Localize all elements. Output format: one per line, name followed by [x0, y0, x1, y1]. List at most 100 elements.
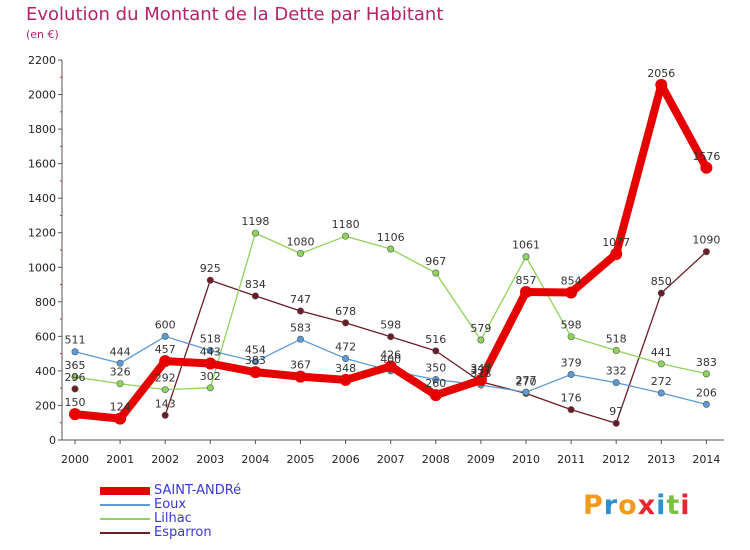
y-tick-label: 800	[35, 296, 56, 309]
data-point	[612, 419, 620, 427]
data-label: 600	[155, 318, 176, 331]
x-tick-label: 2003	[196, 453, 224, 466]
data-label: 326	[110, 366, 131, 379]
data-point	[342, 232, 350, 240]
y-tick-label: 2200	[28, 54, 56, 67]
data-label: 277	[516, 374, 537, 387]
data-label: 347	[470, 362, 491, 375]
legend-swatch	[100, 487, 150, 495]
data-point	[612, 347, 620, 355]
data-label: 302	[200, 370, 221, 383]
data-label: 854	[561, 274, 582, 287]
logo-letter: o	[618, 490, 638, 521]
data-point	[159, 355, 172, 368]
data-label: 348	[335, 362, 356, 375]
data-label: 583	[290, 321, 311, 334]
data-label: 678	[335, 305, 356, 318]
data-point	[71, 348, 79, 356]
y-tick-label: 1400	[28, 192, 56, 205]
data-label: 1180	[332, 218, 360, 231]
data-point	[296, 249, 304, 257]
data-label: 97	[609, 405, 623, 418]
data-point	[296, 335, 304, 343]
data-point	[296, 307, 304, 315]
data-label: 967	[425, 255, 446, 268]
x-tick-label: 2001	[106, 453, 134, 466]
legend-swatch	[100, 504, 150, 506]
data-label: 443	[200, 345, 221, 358]
data-label: 454	[245, 344, 266, 357]
x-tick-label: 2002	[151, 453, 179, 466]
series-lilhac	[71, 229, 710, 394]
logo-letter: P	[583, 490, 604, 521]
data-point	[565, 286, 578, 299]
y-tick-label: 400	[35, 365, 56, 378]
data-label: 1106	[377, 231, 405, 244]
chart-subtitle: (en €)	[26, 28, 59, 41]
data-label: 857	[516, 274, 537, 287]
data-label: 2056	[647, 67, 675, 80]
legend-item-saint-andre: SAINT-ANDRé	[100, 484, 300, 498]
data-label: 1061	[512, 239, 540, 252]
legend: SAINT-ANDRé Eoux Lilhac Esparron	[100, 484, 300, 540]
data-point	[206, 347, 214, 355]
data-label: 379	[561, 357, 582, 370]
data-label: 516	[425, 333, 446, 346]
y-tick-label: 0	[49, 434, 56, 447]
legend-label: Eoux	[154, 497, 187, 512]
data-label: 383	[245, 354, 266, 367]
y-tick-label: 1800	[28, 123, 56, 136]
legend-swatch	[100, 518, 150, 520]
data-label: 383	[696, 356, 717, 369]
data-point	[387, 245, 395, 253]
data-point	[116, 380, 124, 388]
data-point	[429, 389, 442, 402]
data-point	[206, 384, 214, 392]
y-tick-label: 1000	[28, 261, 56, 274]
x-tick-label: 2000	[61, 453, 89, 466]
x-tick-label: 2010	[512, 453, 540, 466]
data-label: 176	[561, 392, 582, 405]
data-label: 834	[245, 278, 266, 291]
data-point	[657, 360, 665, 368]
data-point	[116, 359, 124, 367]
x-tick-label: 2014	[692, 453, 720, 466]
data-point	[249, 366, 262, 379]
logo-letter: x	[637, 490, 657, 521]
y-tick-label: 2000	[28, 89, 56, 102]
data-point	[251, 292, 259, 300]
x-tick-label: 2011	[557, 453, 585, 466]
data-label: 143	[155, 397, 176, 410]
data-point	[342, 354, 350, 362]
data-label: 272	[651, 375, 672, 388]
data-label: 337	[470, 364, 491, 377]
data-point	[384, 360, 397, 373]
data-point	[610, 247, 623, 260]
x-tick-label: 2012	[602, 453, 630, 466]
data-label: 598	[380, 319, 401, 332]
data-point	[432, 347, 440, 355]
data-label: 511	[65, 334, 86, 347]
legend-swatch	[100, 532, 150, 534]
logo-letter: t	[666, 490, 681, 521]
y-tick-label: 1200	[28, 227, 56, 240]
data-label: 472	[335, 340, 356, 353]
data-label: 925	[200, 262, 221, 275]
data-label: 260	[425, 377, 446, 390]
x-tick-label: 2013	[647, 453, 675, 466]
data-point	[655, 78, 668, 91]
data-point	[69, 408, 81, 421]
x-tick-label: 2007	[377, 453, 405, 466]
data-label: 292	[155, 372, 176, 385]
data-label: 206	[696, 386, 717, 399]
data-point	[251, 358, 259, 366]
data-label: 1198	[241, 215, 269, 228]
data-point	[251, 229, 259, 237]
x-tick-label: 2006	[332, 453, 360, 466]
data-point	[477, 336, 485, 344]
y-tick-label: 600	[35, 330, 56, 343]
data-point	[161, 332, 169, 340]
data-point	[339, 373, 352, 386]
data-point	[612, 379, 620, 387]
